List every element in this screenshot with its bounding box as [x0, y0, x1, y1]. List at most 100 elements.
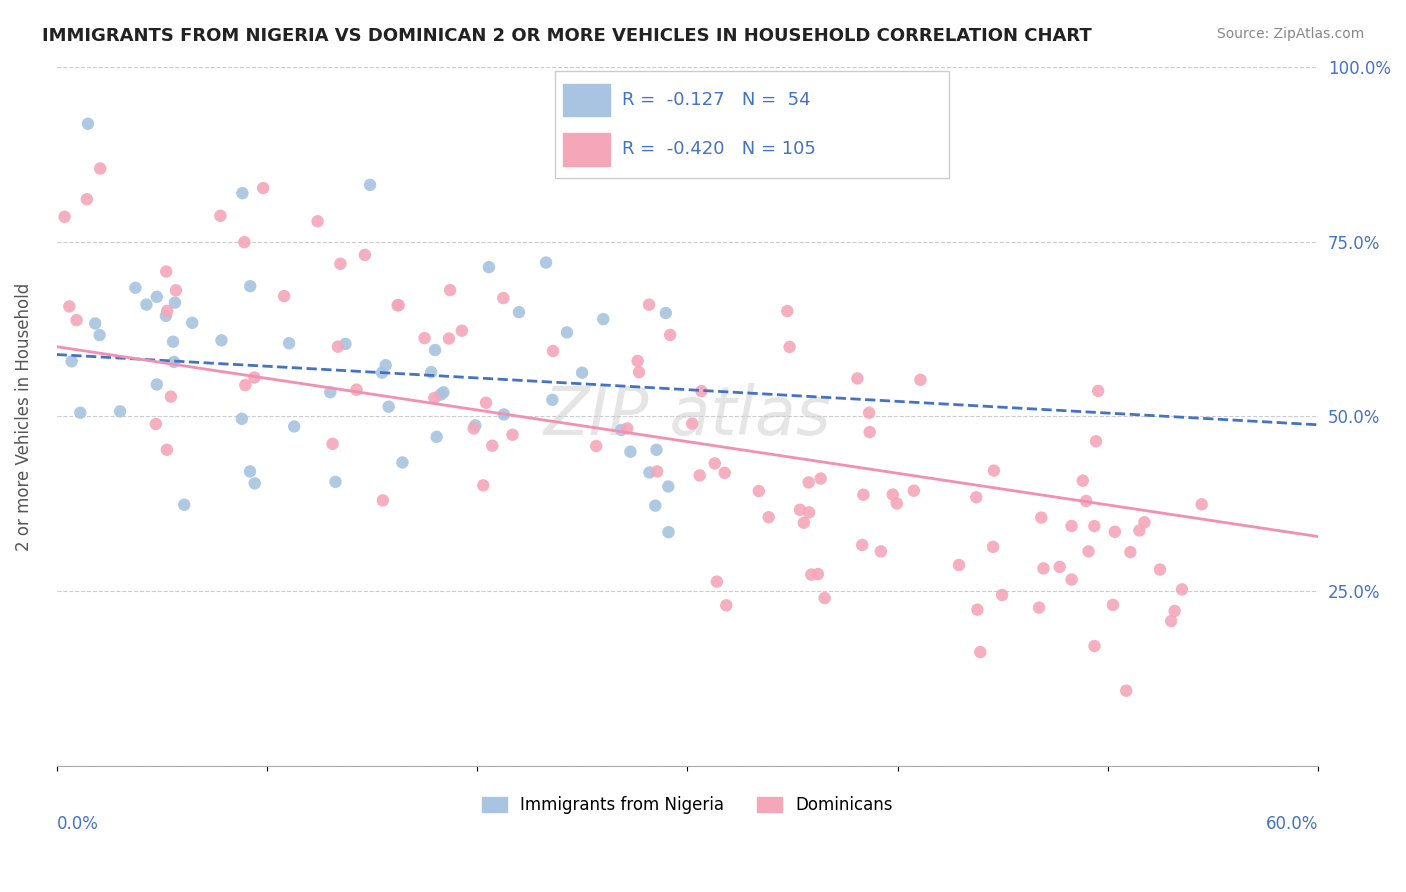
Point [541, 392, 564, 407]
Bar [564, 134, 610, 166]
Point [1163, 604, 1185, 618]
Point [69, 406, 91, 420]
Point [388, 298, 411, 312]
Point [283, 419, 305, 434]
Point [326, 340, 349, 354]
Point [859, 425, 882, 439]
Point [657, 525, 679, 540]
Point [882, 487, 904, 501]
Point [851, 538, 873, 552]
Point [776, 304, 799, 318]
Point [209, 209, 232, 223]
Point [1060, 519, 1083, 533]
Point [659, 328, 682, 343]
Point [689, 468, 711, 483]
Point [846, 371, 869, 385]
Point [1028, 600, 1050, 615]
Point [163, 355, 186, 369]
Point [1031, 510, 1053, 524]
Point [160, 390, 183, 404]
Point [1083, 639, 1105, 653]
Point [852, 488, 875, 502]
Point [969, 645, 991, 659]
Point [60, 354, 83, 368]
Point [475, 395, 498, 409]
Point [571, 366, 593, 380]
Point [655, 306, 678, 320]
Point [706, 574, 728, 589]
Point [481, 439, 503, 453]
Point [426, 430, 449, 444]
Point [627, 354, 650, 368]
Y-axis label: 2 or more Vehicles in Household: 2 or more Vehicles in Household [15, 283, 32, 550]
Point [983, 464, 1005, 478]
Point [657, 479, 679, 493]
Point [748, 484, 770, 499]
Point [966, 602, 988, 616]
Point [354, 248, 377, 262]
Point [387, 298, 409, 312]
Point [391, 455, 413, 469]
Point [713, 466, 735, 480]
Point [108, 404, 131, 418]
Point [592, 312, 614, 326]
Point [155, 309, 177, 323]
Point [156, 442, 179, 457]
Point [810, 472, 832, 486]
Text: 0.0%: 0.0% [56, 815, 98, 833]
Point [797, 475, 820, 490]
Point [359, 178, 381, 192]
Point [1133, 516, 1156, 530]
Point [703, 456, 725, 470]
Point [478, 260, 501, 275]
Point [789, 502, 811, 516]
Point [610, 423, 633, 437]
Point [209, 334, 232, 348]
Point [124, 281, 146, 295]
Point [325, 475, 347, 489]
Point [423, 391, 446, 405]
Point [541, 344, 564, 359]
Point [429, 387, 451, 401]
Point [146, 290, 169, 304]
Point [439, 283, 461, 297]
Point [77, 117, 100, 131]
Point [492, 291, 515, 305]
Point [1071, 474, 1094, 488]
Point [981, 540, 1004, 554]
Point [619, 444, 641, 458]
Point [346, 383, 368, 397]
Text: IMMIGRANTS FROM NIGERIA VS DOMINICAN 2 OR MORE VEHICLES IN HOUSEHOLD CORRELATION: IMMIGRANTS FROM NIGERIA VS DOMINICAN 2 O… [42, 27, 1092, 45]
Point [319, 385, 342, 400]
Point [910, 373, 932, 387]
Point [1115, 683, 1137, 698]
Point [1119, 545, 1142, 559]
Point [181, 316, 204, 330]
Point [239, 279, 262, 293]
Point [307, 214, 329, 228]
Point [278, 336, 301, 351]
Point [627, 365, 650, 379]
Bar [564, 84, 610, 116]
Point [1049, 559, 1071, 574]
Point [645, 442, 668, 457]
Point [420, 365, 443, 379]
Point [53, 210, 76, 224]
Point [89, 328, 111, 343]
Point [1087, 384, 1109, 398]
Point [173, 498, 195, 512]
Legend: Immigrants from Nigeria, Dominicans: Immigrants from Nigeria, Dominicans [475, 789, 900, 821]
Point [793, 516, 815, 530]
Point [464, 418, 486, 433]
Text: Source: ZipAtlas.com: Source: ZipAtlas.com [1216, 27, 1364, 41]
Point [800, 567, 823, 582]
Point [638, 466, 661, 480]
Point [807, 567, 830, 582]
Point [146, 377, 169, 392]
Point [1083, 519, 1105, 533]
Point [1077, 544, 1099, 558]
Point [273, 289, 295, 303]
Point [1085, 434, 1108, 449]
Point [145, 417, 167, 431]
Point [322, 437, 344, 451]
